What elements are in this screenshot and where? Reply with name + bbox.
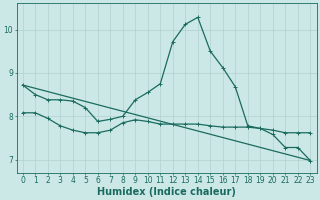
X-axis label: Humidex (Indice chaleur): Humidex (Indice chaleur) (97, 187, 236, 197)
